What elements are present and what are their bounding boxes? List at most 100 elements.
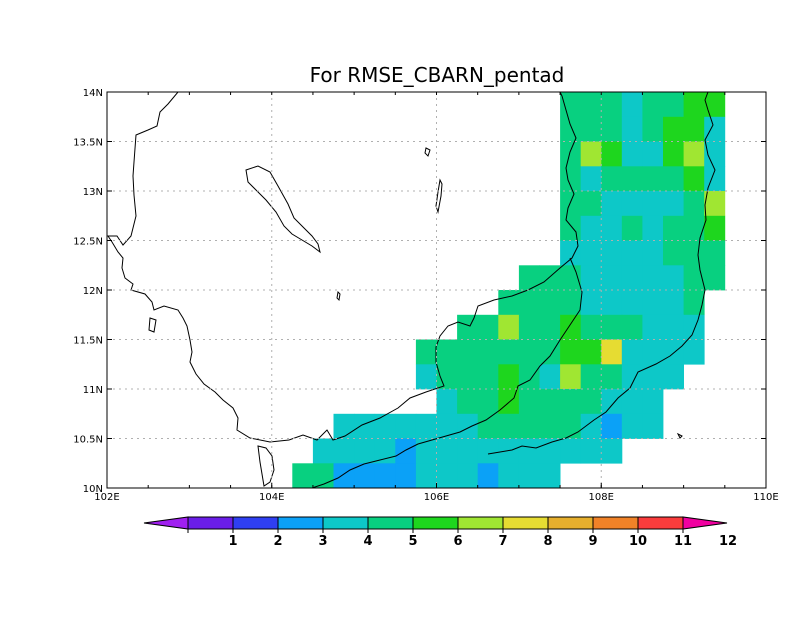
coastline-east-sea <box>487 92 716 455</box>
heatmap-cell <box>580 141 602 167</box>
colorbar-high-triangle <box>682 516 728 530</box>
heatmap-cell <box>580 314 602 340</box>
heatmap-cell <box>663 240 684 266</box>
heatmap-cell <box>642 389 664 415</box>
y-tick-label: 10.5N <box>73 435 103 446</box>
heatmap-cell <box>601 413 623 439</box>
heatmap-cell <box>498 364 520 390</box>
heatmap-cell <box>292 463 314 488</box>
heatmap-cell <box>560 215 582 241</box>
heatmap-cell <box>580 438 602 464</box>
heatmap-cell <box>580 389 602 415</box>
colorbar-label: 9 <box>588 534 597 549</box>
heatmap-cell <box>477 413 499 439</box>
heatmap-cell <box>642 314 664 340</box>
colorbar-box <box>502 516 549 530</box>
colorbar-box <box>187 516 234 530</box>
heatmap-cell <box>519 488 540 513</box>
heatmap-cell <box>518 339 540 365</box>
heatmap-cell <box>642 215 664 241</box>
heatmap-cell <box>601 215 623 241</box>
colorbar-box <box>367 516 414 530</box>
heatmap-cell <box>601 166 623 192</box>
heatmap-cell <box>601 240 623 266</box>
colorbar-box <box>457 516 504 530</box>
heatmap-cell <box>580 92 602 118</box>
coastline-mekong-delta <box>311 257 583 488</box>
heatmap-cell <box>518 290 540 316</box>
heatmap-cell <box>580 364 602 390</box>
colorbar-box <box>322 516 369 530</box>
heatmap-cell <box>560 116 582 142</box>
heatmap-cell <box>477 364 499 390</box>
heatmap-cell <box>580 413 602 439</box>
heatmap-cell <box>683 215 705 241</box>
heatmap-cell <box>580 339 602 365</box>
heatmap-cell <box>663 215 684 241</box>
heatmap-cell <box>354 413 376 439</box>
y-tick-label: 13N <box>83 187 103 198</box>
heatmap-cell <box>457 488 478 513</box>
heatmap-cell <box>415 364 437 390</box>
heatmap-cell <box>601 191 623 217</box>
heatmap-cell <box>498 413 520 439</box>
heatmap-cell <box>621 389 643 415</box>
heatmap-cell <box>312 438 334 464</box>
heatmap-cell <box>601 314 623 340</box>
colorbar-label: 8 <box>543 534 552 549</box>
y-tick-label: 10N <box>83 484 103 495</box>
heatmap-cell <box>457 364 479 390</box>
heatmap-cell <box>477 389 499 415</box>
heatmap-cell <box>477 339 499 365</box>
heatmap-cell <box>560 290 582 316</box>
heatmap-cell <box>683 116 705 142</box>
heatmap-cell <box>621 265 643 291</box>
x-tick-label: 110E <box>753 492 778 503</box>
heatmap-cell <box>539 314 561 340</box>
heatmap-cell <box>683 166 705 192</box>
coastline-tonle-sap <box>245 165 321 254</box>
heatmap-cell <box>560 339 582 365</box>
colorbar-box <box>637 516 684 530</box>
heatmap-cell <box>539 290 561 316</box>
heatmap-cell <box>374 463 396 488</box>
heatmap-cell <box>354 438 376 464</box>
island-phu-quoc <box>257 445 275 487</box>
colorbar-box <box>232 516 279 530</box>
heatmap-cell <box>395 488 416 513</box>
heatmap-cell <box>580 240 602 266</box>
heatmap-cell <box>560 191 582 217</box>
heatmap-cell <box>621 339 643 365</box>
colorbar-label: 1 <box>228 534 237 549</box>
heatmap-cell <box>560 141 582 167</box>
heatmap-cell <box>374 438 396 464</box>
heatmap-cell <box>560 166 582 192</box>
colorbar-label: 3 <box>318 534 327 549</box>
heatmap-cell <box>601 116 623 142</box>
colorbar-label: 2 <box>273 534 282 549</box>
heatmap-cell <box>457 463 479 488</box>
heatmap-cell <box>580 166 602 192</box>
heatmap-cell <box>683 339 705 365</box>
heatmap-cell <box>663 92 684 118</box>
heatmap-cell <box>498 389 520 415</box>
colorbar-label: 6 <box>453 534 462 549</box>
y-axis: 10N 10.5N 11N 11.5N 12N 12.5N 13N 13.5N 14N <box>73 88 766 495</box>
heatmap-cell <box>704 116 726 142</box>
heatmap-cell <box>621 215 643 241</box>
heatmap-cell <box>477 438 499 464</box>
heatmap-cell <box>663 141 684 167</box>
heatmap-cell <box>333 413 355 439</box>
heatmap-cell <box>540 488 561 513</box>
heatmap-cell <box>704 240 726 266</box>
heatmap-cell <box>642 116 664 142</box>
heatmap-cell <box>621 116 643 142</box>
heatmap-cell <box>704 141 726 167</box>
heatmap-cell <box>683 92 705 118</box>
heatmap-cell <box>601 364 623 390</box>
y-tick-label: 14N <box>83 88 103 99</box>
heatmap-cell <box>415 463 437 488</box>
x-tick-label: 106E <box>424 492 449 503</box>
heatmap-cell <box>518 364 540 390</box>
